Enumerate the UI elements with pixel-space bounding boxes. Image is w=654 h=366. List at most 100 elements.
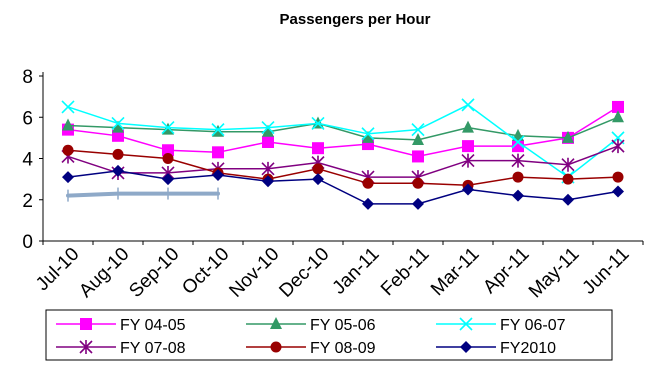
legend: FY 04-05 FY 05-06 FY 06-07 FY 07-08 FY 08-09…	[45, 309, 613, 361]
data-point	[312, 163, 324, 175]
data-point	[512, 140, 524, 153]
data-point	[612, 185, 624, 198]
series-fy-04-05	[62, 100, 624, 163]
data-point	[512, 189, 524, 202]
data-point	[311, 116, 325, 131]
series-line	[67, 104, 619, 179]
legend-marker	[79, 340, 93, 354]
series-fy2010	[62, 164, 624, 210]
legend-marker	[270, 317, 282, 329]
series-line	[67, 106, 619, 158]
legend-entry: FY 08-09	[246, 340, 376, 357]
data-point	[212, 169, 224, 181]
series-fy-05-06	[62, 110, 624, 145]
data-point	[411, 123, 425, 137]
data-point	[362, 130, 374, 143]
data-point	[462, 183, 474, 196]
legend-label: FY 07-08	[120, 340, 186, 357]
legend-label: FY2010	[500, 340, 556, 357]
data-point	[512, 128, 524, 141]
series-line	[67, 170, 619, 205]
data-point	[162, 153, 174, 164]
legend-marker	[460, 341, 472, 353]
data-point	[511, 153, 525, 168]
x-tick-label: Dec-10	[275, 244, 333, 302]
series-unlabeled-band	[66, 187, 220, 202]
chart-title: Passengers per Hour	[280, 11, 431, 28]
data-point	[161, 120, 175, 135]
legend-entry: FY 06-07	[436, 317, 566, 334]
y-tick-label: 6	[22, 108, 33, 129]
data-point	[61, 100, 75, 114]
data-point	[262, 175, 274, 188]
legend-entry: FY 05-06	[246, 317, 376, 334]
data-point	[261, 120, 275, 135]
legend-label: FY 04-05	[120, 317, 186, 334]
y-tick-label: 0	[22, 232, 33, 253]
data-point	[112, 164, 124, 177]
x-tick-label: May-11	[525, 244, 584, 303]
y-tick-label: 2	[22, 191, 33, 212]
series-line	[67, 116, 619, 141]
series-layer	[61, 98, 625, 210]
data-point	[312, 173, 324, 186]
data-point	[511, 135, 525, 149]
legend-entry: FY 04-05	[56, 317, 186, 334]
data-point	[462, 140, 474, 153]
data-point	[162, 173, 174, 186]
data-point	[112, 129, 124, 142]
legend-marker	[80, 318, 92, 330]
data-point	[62, 171, 74, 184]
legend-box	[45, 309, 613, 361]
data-point	[512, 171, 524, 183]
data-point	[362, 197, 374, 210]
data-point	[62, 144, 74, 156]
data-point	[562, 193, 574, 206]
data-point	[62, 118, 74, 131]
series-line	[66, 191, 220, 198]
legend-label: FY 08-09	[310, 340, 376, 357]
x-tick-label: Oct-10	[178, 244, 233, 299]
data-point	[412, 177, 424, 189]
x-tick-label: Nov-10	[225, 244, 283, 302]
data-point	[462, 120, 474, 133]
data-point	[412, 197, 424, 210]
data-point	[562, 130, 574, 143]
data-point	[412, 132, 424, 145]
data-point	[461, 153, 475, 168]
data-point	[412, 150, 424, 163]
data-point	[112, 148, 124, 160]
x-tick-label: Mar-11	[427, 244, 483, 300]
series-line	[67, 149, 619, 187]
data-point	[612, 100, 624, 113]
data-point	[361, 127, 375, 141]
data-point	[612, 171, 624, 183]
data-point	[261, 161, 275, 176]
x-tick-label: Aug-10	[75, 244, 133, 302]
legend-marker	[459, 317, 473, 331]
legend-label: FY 06-07	[500, 317, 566, 334]
data-point	[112, 120, 124, 133]
data-point	[312, 142, 324, 155]
data-point	[111, 116, 125, 131]
data-point	[611, 139, 625, 154]
data-point	[162, 144, 174, 157]
series-fy-08-09	[62, 144, 624, 191]
legend-label: FY 05-06	[310, 317, 376, 334]
data-point	[262, 124, 274, 137]
legend-entry: FY 07-08	[56, 340, 186, 357]
x-tick-label: Jun-11	[579, 244, 634, 299]
data-point	[562, 173, 574, 185]
series-line	[67, 145, 619, 178]
data-point	[212, 146, 224, 159]
legend-marker	[270, 341, 282, 353]
data-point	[211, 123, 225, 137]
x-tick-label: Sep-10	[125, 244, 183, 302]
x-tick-label: Feb-11	[377, 244, 433, 300]
data-point	[461, 98, 475, 112]
x-tick-label: Jan-11	[329, 244, 384, 299]
data-point	[612, 110, 624, 123]
axes: 02468Jul-10Aug-10Sep-10Oct-10Nov-10Dec-1…	[22, 67, 644, 303]
